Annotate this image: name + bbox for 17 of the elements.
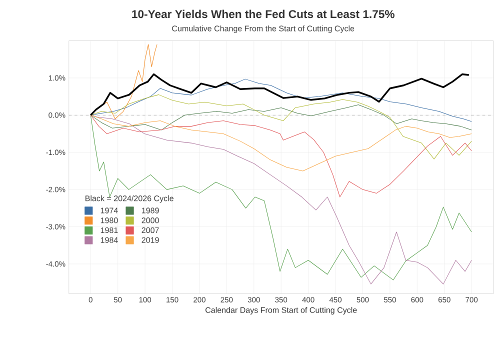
line-series	[90, 73, 470, 116]
line-series	[90, 78, 472, 122]
legend-label: 1981	[100, 227, 118, 233]
legend-title: Black = 2024/2026 Cycle	[86, 195, 174, 203]
line-series	[90, 104, 472, 130]
legend-label: 1989	[142, 208, 159, 214]
line-series	[90, 114, 472, 172]
line-series	[90, 94, 472, 160]
legend-label: 2019	[142, 237, 159, 243]
legend-label: 1984	[100, 237, 118, 243]
legend-label: 1980	[100, 217, 118, 224]
chart-title: 10-Year Yields When the Fed Cuts at Least 1.75%	[132, 10, 394, 18]
legend-label: 1974	[100, 208, 118, 214]
chart-subtitle: Cumulative Change From the Start of Cutting Cycle	[172, 25, 354, 33]
x-axis-title: Calendar Days From Start of Cutting Cycle	[206, 306, 357, 314]
legend-label: 2000	[142, 217, 159, 224]
legend-label: 2007	[142, 227, 159, 233]
